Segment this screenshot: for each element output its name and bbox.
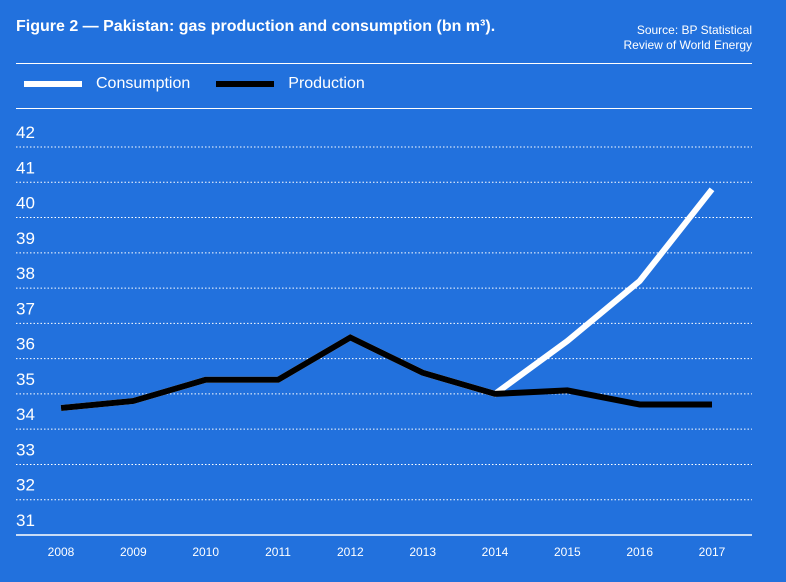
x-tick-label: 2010 [192, 545, 219, 559]
y-tick-label: 33 [16, 440, 35, 459]
y-tick-label: 32 [16, 476, 35, 495]
legend-swatch-production [216, 81, 275, 87]
x-tick-label: 2008 [48, 545, 75, 559]
chart-title: Figure 2 — Pakistan: gas production and … [16, 18, 496, 35]
y-tick-label: 35 [16, 370, 35, 389]
legend-swatch-consumption [24, 81, 82, 87]
x-tick-label: 2017 [699, 545, 726, 559]
x-tick-label: 2011 [265, 545, 291, 559]
x-tick-label: 2016 [626, 545, 653, 559]
x-tick-label: 2014 [482, 545, 509, 559]
y-tick-label: 40 [16, 194, 35, 213]
series-line-consumption [60, 187, 715, 412]
y-tick-label: 34 [16, 405, 35, 424]
source-note: Source: BP Statistical Review of World E… [624, 23, 753, 53]
x-tick-label: 2013 [409, 545, 436, 559]
legend: Consumption Production [24, 75, 391, 93]
y-tick-label: 36 [16, 335, 35, 354]
y-tick-label: 42 [16, 123, 35, 142]
y-tick-label: 39 [16, 229, 35, 248]
y-tick-label: 37 [16, 299, 35, 318]
source-line-1: Source: BP Statistical [636, 23, 752, 37]
y-tick-label: 31 [16, 511, 35, 530]
divider-legend [16, 108, 752, 109]
y-tick-label: 38 [16, 264, 35, 283]
y-tick-label: 41 [16, 158, 35, 177]
divider-top [16, 63, 752, 64]
source-line-2: Review of World Energy [623, 38, 753, 52]
legend-label-production: Production [288, 75, 365, 92]
legend-item-production: Production [216, 75, 365, 93]
series-line-production [60, 334, 712, 412]
legend-label-consumption: Consumption [96, 75, 191, 92]
x-tick-label: 2012 [337, 545, 364, 559]
x-tick-label: 2009 [120, 545, 147, 559]
legend-item-consumption: Consumption [24, 75, 190, 93]
x-tick-label: 2015 [554, 545, 581, 559]
